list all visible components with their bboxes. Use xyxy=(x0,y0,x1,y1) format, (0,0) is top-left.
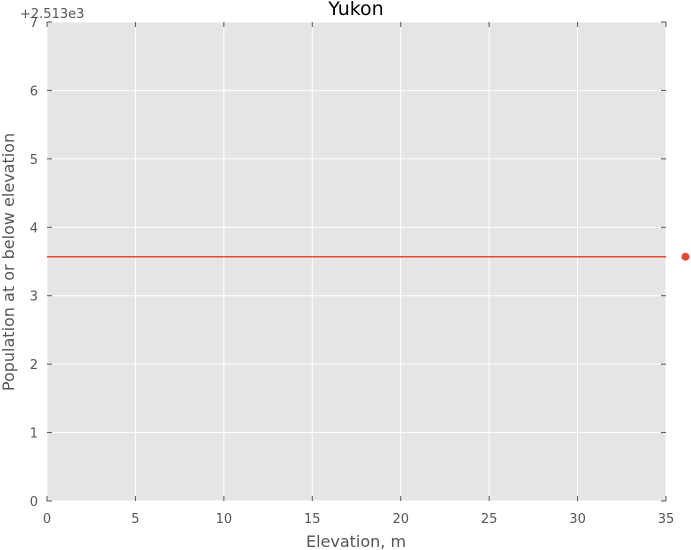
data-point xyxy=(681,252,690,261)
chart-title: Yukon xyxy=(327,0,383,20)
x-tick-label: 30 xyxy=(569,512,586,527)
x-tick-label: 20 xyxy=(392,512,409,527)
x-tick-label: 5 xyxy=(131,512,139,527)
axis-ticks xyxy=(46,21,667,502)
plot-background xyxy=(47,22,666,501)
y-offset-label: +2.513e3 xyxy=(20,7,84,22)
y-tick-label: 0 xyxy=(30,495,38,510)
x-tick-label: 15 xyxy=(304,512,321,527)
y-tick-label: 3 xyxy=(30,290,38,305)
y-tick-label: 1 xyxy=(30,427,38,442)
x-tick-label: 0 xyxy=(43,512,51,527)
x-tick-label: 10 xyxy=(216,512,233,527)
data-series xyxy=(47,252,690,261)
x-tick-label: 25 xyxy=(481,512,498,527)
tick-labels: 0 5 10 15 20 25 30 35 0 1 2 3 4 5 6 7 xyxy=(30,16,675,527)
y-tick-label: 7 xyxy=(30,16,38,31)
grid-lines xyxy=(46,21,667,502)
x-tick-label: 35 xyxy=(658,512,675,527)
y-tick-label: 6 xyxy=(30,84,38,99)
y-tick-label: 4 xyxy=(30,221,38,236)
x-axis-label: Elevation, m xyxy=(306,532,406,550)
y-tick-label: 5 xyxy=(30,153,38,168)
y-tick-label: 2 xyxy=(30,358,38,373)
y-axis-label: Population at or below elevation xyxy=(0,133,18,391)
